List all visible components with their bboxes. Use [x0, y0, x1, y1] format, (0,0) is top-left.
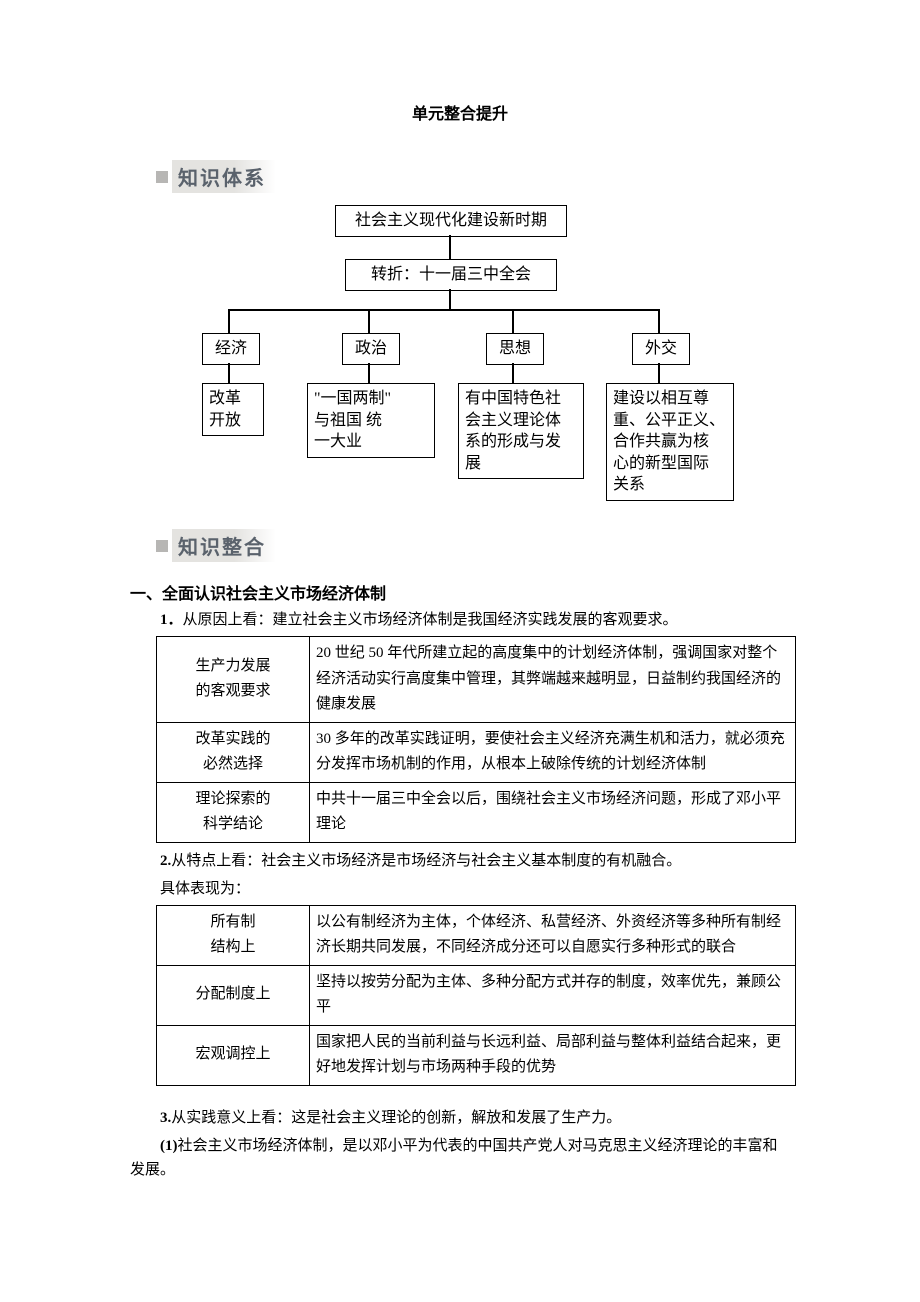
p2-text: 从特点上看：社会主义市场经济是市场经济与社会主义基本制度的有机融合。: [171, 853, 681, 869]
t1-r2-content: 30 多年的改革实践证明，要使社会主义经济充满生机和活力，就必须充分发挥市场机制…: [310, 722, 796, 782]
diagram-cat-econ: 经济: [202, 333, 260, 365]
section1-p2b: 具体表现为：: [130, 877, 790, 901]
diagram-cat-politics: 政治: [342, 333, 400, 365]
t2-r3-content: 国家把人民的当前利益与长远利益、局部利益与整体利益结合起来，更好地发挥计划与市场…: [310, 1025, 796, 1085]
t2-r2-label: 分配制度上: [157, 965, 310, 1025]
table-row: 宏观调控上 国家把人民的当前利益与长远利益、局部利益与整体利益结合起来，更好地发…: [157, 1025, 796, 1085]
banner-dot-icon: [156, 540, 168, 552]
table-causes: 生产力发展 的客观要求 20 世纪 50 年代所建立起的高度集中的计划经济体制，…: [156, 636, 796, 843]
t1-r3-content: 中共十一届三中全会以后，围绕社会主义市场经济问题，形成了邓小平理论: [310, 782, 796, 842]
table-row: 生产力发展 的客观要求 20 世纪 50 年代所建立起的高度集中的计划经济体制，…: [157, 637, 796, 723]
banner-knowledge-integrate: 知识整合: [156, 529, 276, 562]
table-row: 所有制 结构上 以公有制经济为主体，个体经济、私营经济、外资经济等多种所有制经济…: [157, 905, 796, 965]
section1-p1: 1．从原因上看：建立社会主义市场经济体制是我国经济实践发展的客观要求。: [130, 608, 790, 632]
table-row: 分配制度上 坚持以按劳分配为主体、多种分配方式并存的制度，效率优先，兼顾公平: [157, 965, 796, 1025]
banner-dot-icon: [156, 171, 168, 183]
t2-r1-content: 以公有制经济为主体，个体经济、私营经济、外资经济等多种所有制经济长期共同发展，不…: [310, 905, 796, 965]
p3-text: 从实践意义上看：这是社会主义理论的创新，解放和发展了生产力。: [171, 1110, 621, 1126]
table-features: 所有制 结构上 以公有制经济为主体，个体经济、私营经济、外资经济等多种所有制经济…: [156, 905, 796, 1086]
knowledge-diagram: 社会主义现代化建设新时期 转折：十一届三中全会 经济 政治 思想 外交 改革 开…: [180, 205, 740, 515]
banner-label: 知识体系: [172, 160, 276, 193]
diagram-cat-diplomacy: 外交: [632, 333, 690, 365]
t1-r1-label: 生产力发展 的客观要求: [157, 637, 310, 723]
section1-p4: (1)社会主义市场经济体制，是以邓小平为代表的中国共产党人对马克思主义经济理论的…: [130, 1134, 790, 1182]
p2-num: 2.: [160, 853, 171, 869]
section1-p3: 3.从实践意义上看：这是社会主义理论的创新，解放和发展了生产力。: [130, 1106, 790, 1130]
page-title: 单元整合提升: [130, 100, 790, 124]
t1-r1-content: 20 世纪 50 年代所建立起的高度集中的计划经济体制，强调国家对整个经济活动实…: [310, 637, 796, 723]
t2-r3-label: 宏观调控上: [157, 1025, 310, 1085]
section1-p2: 2.从特点上看：社会主义市场经济是市场经济与社会主义基本制度的有机融合。: [130, 849, 790, 873]
diagram-leaf-diplomacy: 建设以相互尊 重、公平正义、 合作共赢为核 心的新型国际 关系: [606, 383, 734, 501]
table-row: 改革实践的 必然选择 30 多年的改革实践证明，要使社会主义经济充满生机和活力，…: [157, 722, 796, 782]
p3-num: 3.: [160, 1110, 171, 1126]
t2-r1-label: 所有制 结构上: [157, 905, 310, 965]
diagram-leaf-theory: 有中国特色社 会主义理论体 系的形成与发 展: [458, 383, 584, 479]
t1-r3-label: 理论探索的 科学结论: [157, 782, 310, 842]
diagram-node-root: 社会主义现代化建设新时期: [335, 205, 567, 237]
p4-num: (1): [160, 1138, 178, 1154]
banner-label: 知识整合: [172, 529, 276, 562]
diagram-leaf-reform: 改革 开放: [202, 383, 264, 436]
table-row: 理论探索的 科学结论 中共十一届三中全会以后，围绕社会主义市场经济问题，形成了邓…: [157, 782, 796, 842]
p1-text: 从原因上看：建立社会主义市场经济体制是我国经济实践发展的客观要求。: [183, 612, 678, 628]
t1-r2-label: 改革实践的 必然选择: [157, 722, 310, 782]
p1-num: 1．: [160, 612, 183, 628]
banner-knowledge-system: 知识体系: [156, 160, 276, 193]
p4-text: 社会主义市场经济体制，是以邓小平为代表的中国共产党人对马克思主义经济理论的丰富和…: [130, 1138, 778, 1178]
diagram-cat-thought: 思想: [486, 333, 544, 365]
t2-r2-content: 坚持以按劳分配为主体、多种分配方式并存的制度，效率优先，兼顾公平: [310, 965, 796, 1025]
section1-heading: 一、全面认识社会主义市场经济体制: [130, 580, 790, 604]
diagram-node-sub: 转折：十一届三中全会: [345, 259, 557, 291]
diagram-leaf-onecountry: "一国两制" 与祖国 统 一大业: [307, 383, 435, 458]
